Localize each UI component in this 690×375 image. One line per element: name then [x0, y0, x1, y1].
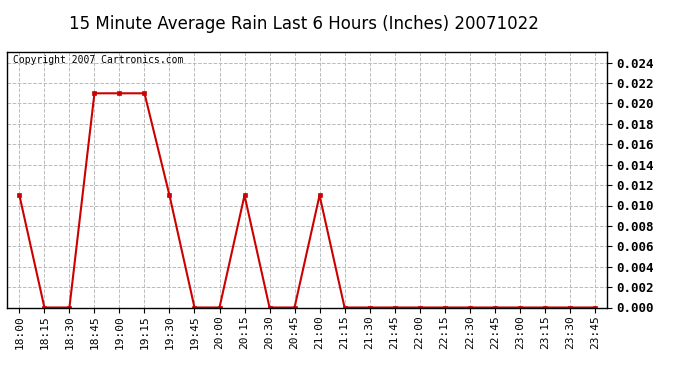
Text: Copyright 2007 Cartronics.com: Copyright 2007 Cartronics.com: [13, 55, 184, 65]
Text: 15 Minute Average Rain Last 6 Hours (Inches) 20071022: 15 Minute Average Rain Last 6 Hours (Inc…: [69, 15, 538, 33]
